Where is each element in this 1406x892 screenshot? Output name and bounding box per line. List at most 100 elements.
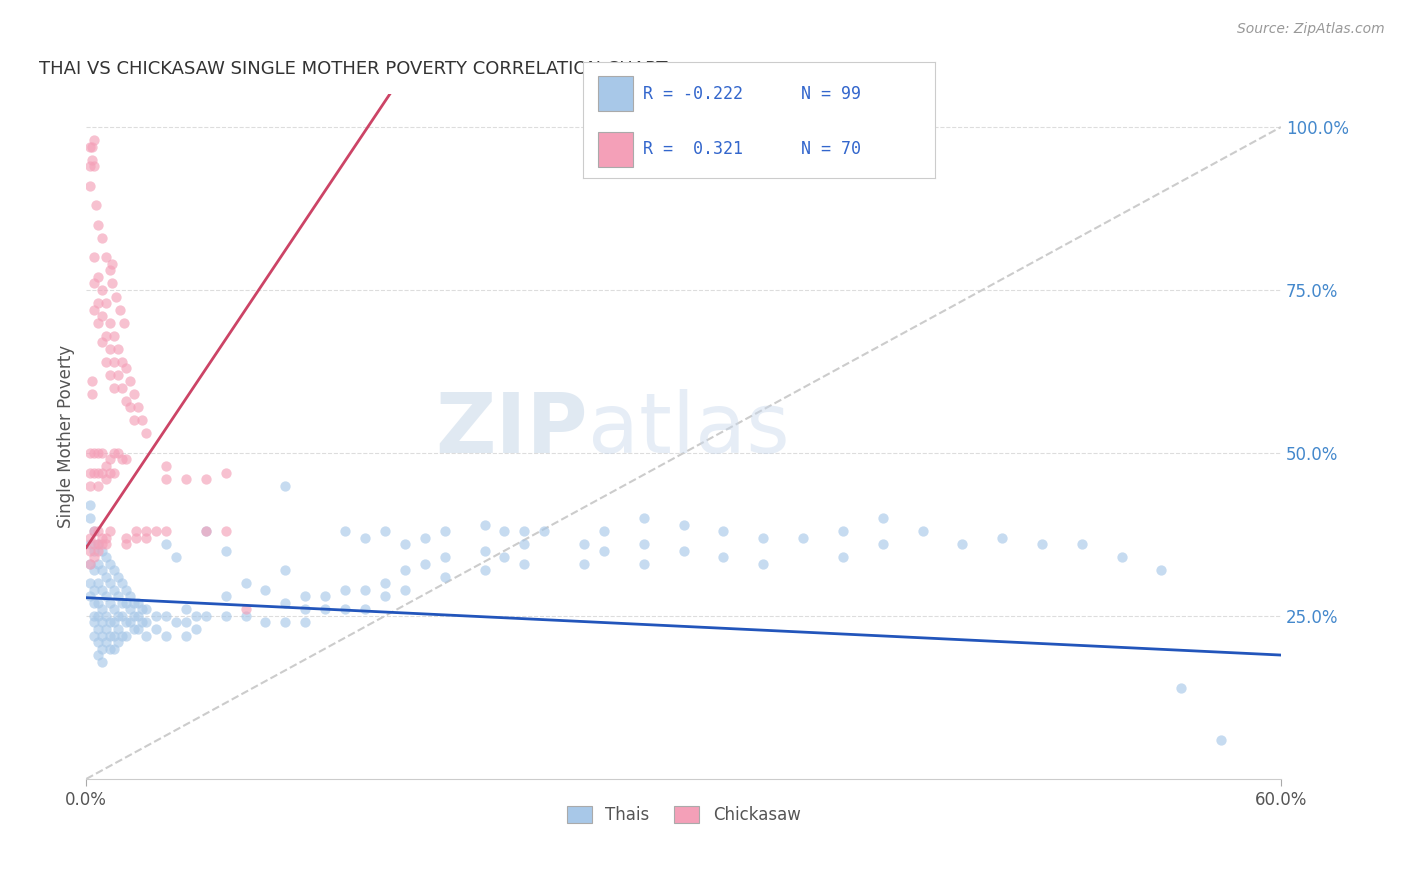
Point xyxy=(87,478,110,492)
Point xyxy=(103,615,125,630)
FancyBboxPatch shape xyxy=(598,77,633,112)
Point xyxy=(87,269,110,284)
Point xyxy=(184,622,207,636)
Point xyxy=(82,139,104,153)
Point xyxy=(103,582,125,597)
Point xyxy=(87,557,110,571)
Point xyxy=(115,615,138,630)
Point xyxy=(91,309,114,323)
Point xyxy=(96,355,118,369)
Point xyxy=(96,550,118,565)
Point xyxy=(103,628,125,642)
Point xyxy=(91,628,114,642)
Point xyxy=(83,609,105,624)
Text: R =  0.321: R = 0.321 xyxy=(644,140,744,159)
Point xyxy=(91,466,114,480)
Point xyxy=(91,615,114,630)
Point xyxy=(91,543,114,558)
Point xyxy=(333,524,356,539)
Point xyxy=(83,159,105,173)
Point xyxy=(374,576,396,591)
Point xyxy=(79,498,101,512)
Point xyxy=(115,361,138,376)
Point xyxy=(165,615,187,630)
Point xyxy=(433,550,456,565)
Point xyxy=(254,615,277,630)
Point xyxy=(111,381,134,395)
Point xyxy=(333,582,356,597)
Point xyxy=(155,524,177,539)
Point xyxy=(1170,681,1192,695)
Point xyxy=(111,355,134,369)
Point xyxy=(98,452,121,467)
Point xyxy=(394,537,416,551)
Text: N = 70: N = 70 xyxy=(801,140,862,159)
Point xyxy=(91,641,114,656)
Point xyxy=(96,251,118,265)
Point xyxy=(131,602,153,616)
Point xyxy=(83,615,105,630)
Point xyxy=(1111,550,1133,565)
Point xyxy=(194,609,217,624)
Point xyxy=(111,576,134,591)
Point xyxy=(474,517,496,532)
Point xyxy=(87,648,110,662)
Point xyxy=(91,231,114,245)
Point xyxy=(131,615,153,630)
Point xyxy=(215,609,238,624)
Point xyxy=(91,283,114,297)
Point xyxy=(1031,537,1053,551)
Point xyxy=(872,537,894,551)
Point xyxy=(115,628,138,642)
Point xyxy=(120,602,142,616)
Point xyxy=(107,570,129,584)
Point xyxy=(294,590,316,604)
Point xyxy=(112,316,135,330)
Point xyxy=(155,628,177,642)
Point xyxy=(98,641,121,656)
Point xyxy=(832,550,855,565)
Point xyxy=(87,524,110,539)
Point xyxy=(96,328,118,343)
Point xyxy=(87,543,110,558)
Point xyxy=(593,543,616,558)
Point xyxy=(91,531,114,545)
Point xyxy=(125,524,148,539)
Point xyxy=(98,524,121,539)
Point xyxy=(120,374,142,388)
Point xyxy=(672,517,695,532)
Point xyxy=(91,446,114,460)
Point xyxy=(174,602,197,616)
Point xyxy=(83,582,105,597)
Point xyxy=(672,543,695,558)
Point xyxy=(474,543,496,558)
Point xyxy=(513,524,536,539)
Point xyxy=(98,342,121,356)
Point xyxy=(98,615,121,630)
Point xyxy=(83,563,105,577)
Point xyxy=(91,655,114,669)
Point xyxy=(79,139,101,153)
Point xyxy=(832,524,855,539)
Point xyxy=(135,524,157,539)
Point xyxy=(127,596,149,610)
Point xyxy=(87,218,110,232)
Point xyxy=(155,537,177,551)
Point xyxy=(115,393,138,408)
Point xyxy=(274,596,297,610)
Point xyxy=(474,563,496,577)
Text: R = -0.222: R = -0.222 xyxy=(644,85,744,103)
Point xyxy=(135,615,157,630)
Point xyxy=(111,596,134,610)
Point xyxy=(122,622,145,636)
Point xyxy=(572,557,595,571)
Point xyxy=(84,198,107,212)
Point xyxy=(1070,537,1092,551)
Point xyxy=(533,524,555,539)
Point xyxy=(145,524,167,539)
Point xyxy=(115,452,138,467)
Point xyxy=(103,381,125,395)
Point xyxy=(374,524,396,539)
Point xyxy=(96,537,118,551)
Point xyxy=(98,368,121,382)
